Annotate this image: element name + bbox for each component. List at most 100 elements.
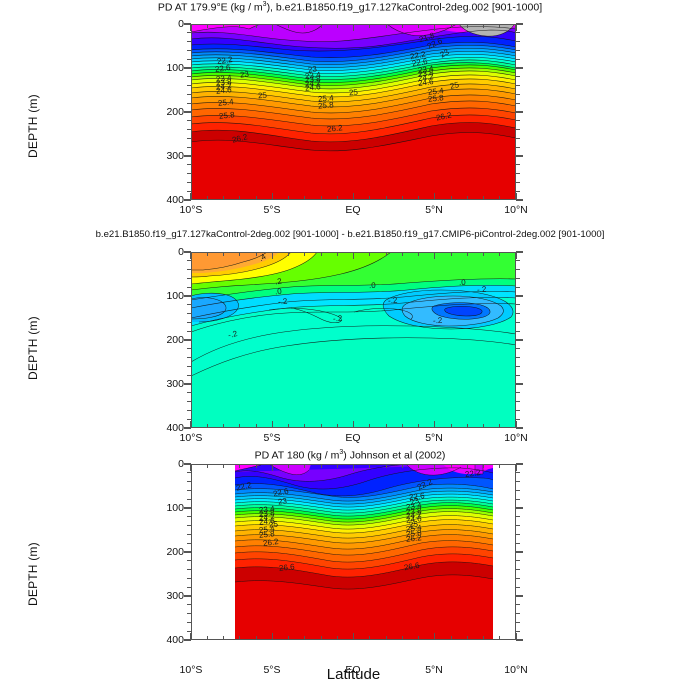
y-minor-tick-right bbox=[516, 525, 520, 527]
panel-top-xtick-EQ: EQ bbox=[345, 204, 361, 216]
x-major-tick bbox=[352, 464, 355, 471]
x-minor-tick bbox=[418, 196, 419, 200]
x-minor-tick bbox=[304, 464, 306, 468]
x-minor-tick bbox=[499, 424, 501, 428]
x-minor-tick bbox=[239, 464, 241, 468]
panel-middle-ylabel: DEPTH (m) bbox=[26, 316, 40, 380]
y-minor-tick bbox=[187, 49, 191, 51]
y-minor-tick bbox=[187, 41, 191, 43]
panel-middle-ytick-200: 200 bbox=[166, 334, 184, 346]
x-minor-tick bbox=[320, 424, 322, 428]
x-major-tick bbox=[352, 252, 355, 259]
x-minor-tick bbox=[499, 252, 501, 256]
x-minor-tick bbox=[466, 464, 468, 468]
x-minor-tick bbox=[239, 252, 241, 256]
panel-bottom-title: PD AT 180 (kg / m3) Johnson et al (2002) bbox=[0, 449, 700, 462]
x-minor-tick bbox=[288, 196, 289, 200]
y-minor-tick bbox=[187, 613, 191, 615]
x-minor-tick bbox=[223, 24, 224, 28]
x-minor-tick bbox=[255, 24, 257, 28]
y-minor-tick-right bbox=[516, 313, 520, 315]
x-minor-tick bbox=[223, 196, 224, 200]
y-major-tick bbox=[184, 155, 191, 157]
y-minor-tick bbox=[187, 181, 191, 183]
y-major-tick-right bbox=[516, 23, 523, 25]
x-minor-tick bbox=[336, 196, 338, 200]
x-axis-label: Latitude bbox=[326, 666, 381, 683]
x-major-tick bbox=[515, 193, 517, 200]
x-major-tick bbox=[190, 252, 192, 259]
y-minor-tick bbox=[187, 481, 191, 483]
x-minor-tick bbox=[385, 196, 387, 200]
y-major-tick-right bbox=[516, 67, 523, 69]
panel-top-plot: 21.8 22.2 22.2 22.6 22.6 22.6 23 23 23 2… bbox=[191, 24, 516, 200]
x-minor-tick bbox=[255, 464, 257, 468]
panel-top-title: PD AT 179.9°E (kg / m3), b.e21.B1850.f19… bbox=[0, 1, 700, 14]
x-major-tick bbox=[515, 464, 517, 471]
panel-middle-title-text: b.e21.B1850.f19_g17.127kaControl-2deg.00… bbox=[95, 229, 605, 240]
y-minor-tick-right bbox=[516, 260, 520, 262]
x-major-tick bbox=[352, 633, 355, 640]
panel-bottom-xtick-5S: 5°S bbox=[263, 664, 281, 676]
x-major-tick bbox=[434, 193, 436, 200]
contour-label: 26.2 bbox=[326, 123, 344, 134]
y-minor-tick-right bbox=[516, 630, 520, 632]
x-minor-tick bbox=[466, 636, 468, 640]
panel-top-ytick-300: 300 bbox=[166, 150, 184, 162]
x-minor-tick bbox=[239, 196, 241, 200]
y-major-tick-right bbox=[516, 427, 523, 429]
x-major-tick bbox=[190, 24, 192, 31]
x-major-tick bbox=[190, 193, 192, 200]
y-minor-tick-right bbox=[516, 321, 520, 323]
contour-label: 23 bbox=[277, 496, 288, 507]
y-minor-tick-right bbox=[516, 330, 520, 332]
y-minor-tick bbox=[187, 489, 191, 491]
x-major-tick bbox=[271, 24, 273, 31]
x-minor-tick bbox=[206, 464, 208, 468]
y-minor-tick-right bbox=[516, 164, 520, 166]
y-minor-tick bbox=[187, 392, 191, 394]
y-minor-tick bbox=[187, 516, 191, 518]
x-minor-tick bbox=[499, 636, 501, 640]
y-minor-tick bbox=[187, 173, 191, 175]
y-minor-tick-right bbox=[516, 418, 520, 420]
x-minor-tick bbox=[288, 636, 289, 640]
x-minor-tick bbox=[401, 252, 403, 256]
y-minor-tick-right bbox=[516, 76, 520, 78]
y-minor-tick bbox=[187, 304, 191, 306]
y-major-tick bbox=[184, 295, 191, 297]
panel-bottom-ylabel: DEPTH (m) bbox=[26, 542, 40, 606]
contour-label: .0 bbox=[368, 280, 376, 291]
y-minor-tick bbox=[187, 472, 191, 474]
contour-label: 25 bbox=[449, 80, 460, 91]
y-minor-tick-right bbox=[516, 58, 520, 60]
y-major-tick bbox=[184, 639, 191, 641]
y-minor-tick bbox=[187, 120, 191, 122]
y-minor-tick-right bbox=[516, 102, 520, 104]
y-minor-tick bbox=[187, 190, 191, 192]
x-minor-tick bbox=[499, 464, 501, 468]
y-minor-tick bbox=[187, 569, 191, 571]
y-minor-tick-right bbox=[516, 286, 520, 288]
x-minor-tick bbox=[288, 24, 289, 28]
panel-middle-contour-svg bbox=[191, 252, 516, 428]
y-minor-tick bbox=[187, 365, 191, 367]
y-minor-tick-right bbox=[516, 472, 520, 474]
y-minor-tick bbox=[187, 604, 191, 606]
x-minor-tick bbox=[336, 424, 338, 428]
x-minor-tick bbox=[336, 252, 338, 256]
x-minor-tick bbox=[239, 636, 241, 640]
y-minor-tick-right bbox=[516, 85, 520, 87]
x-minor-tick bbox=[401, 24, 403, 28]
x-major-tick bbox=[271, 464, 273, 471]
x-minor-tick bbox=[369, 636, 371, 640]
y-minor-tick-right bbox=[516, 374, 520, 376]
x-minor-tick bbox=[369, 196, 371, 200]
x-minor-tick bbox=[369, 24, 371, 28]
y-minor-tick-right bbox=[516, 277, 520, 279]
x-minor-tick bbox=[466, 24, 468, 28]
y-major-tick-right bbox=[516, 155, 523, 157]
y-minor-tick-right bbox=[516, 542, 520, 544]
y-major-tick bbox=[184, 339, 191, 341]
